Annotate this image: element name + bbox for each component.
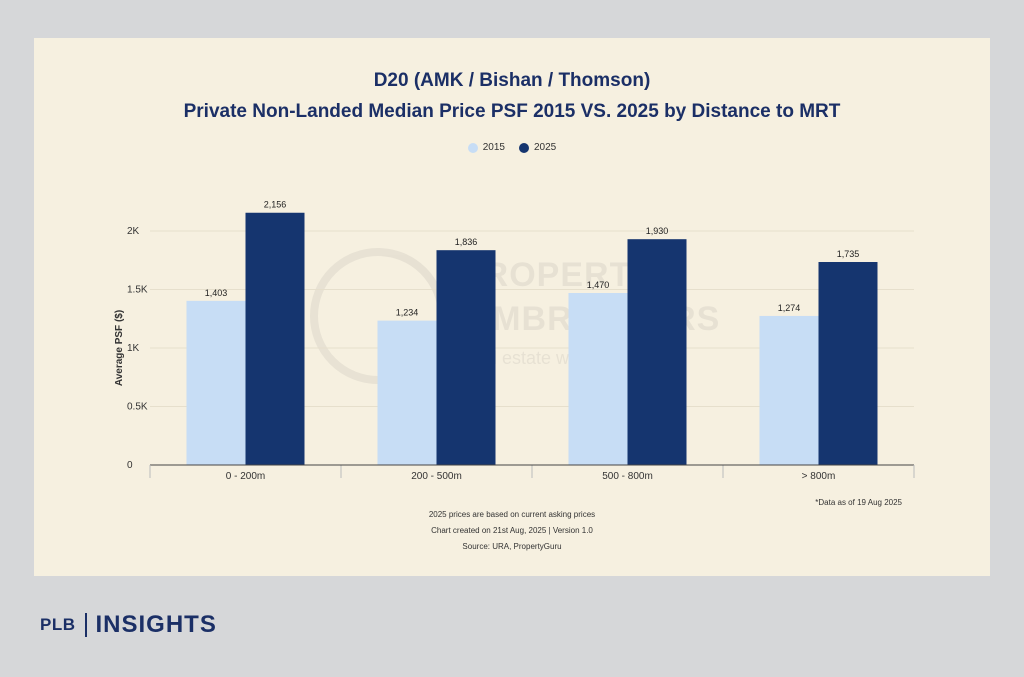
chart-card: D20 (AMK / Bishan / Thomson) Private Non… [34,38,990,576]
legend-label-2025: 2025 [534,142,557,153]
bar-2015 [568,293,628,465]
chart-title-line2: Private Non-Landed Median Price PSF 2015… [183,101,841,122]
x-tick-label: > 800m [802,471,836,482]
brand-separator [84,613,87,637]
bar-2025 [436,250,496,465]
bar-2025 [245,212,305,465]
x-tick-label: 500 - 800m [602,471,653,482]
brand-plb: PLB [40,615,76,634]
bar-value-label: 1,836 [455,237,478,247]
bar-value-label: 1,403 [205,288,228,298]
y-tick-label: 1.5K [127,285,148,296]
legend-swatch-2025 [519,142,529,153]
y-tick-label: 0 [127,460,133,471]
chart-legend: 2015 2025 [34,142,990,153]
bar-value-label: 2,156 [264,200,287,210]
footer-note-asking-prices: 2025 prices are based on current asking … [428,510,596,519]
plb-insights-logo: PLB INSIGHTS [40,611,217,639]
chart-title-line1: D20 (AMK / Bishan / Thomson) [373,70,651,91]
y-axis-label: Average PSF ($) [114,310,125,386]
footer-note-source: Source: URA, PropertyGuru [462,542,562,551]
footer-note-created: Chart created on 21st Aug, 2025 | Versio… [431,526,593,535]
legend-item-2025: 2025 [519,142,556,153]
bar-value-label: 1,470 [587,280,610,290]
bar-2015 [377,320,437,465]
bar-value-label: 1,274 [778,303,801,313]
bar-value-label: 1,234 [396,308,419,318]
brand-insights: INSIGHTS [95,611,217,638]
bar-2015 [759,315,819,465]
bar-2025 [627,239,687,465]
y-tick-label: 1K [127,343,140,354]
x-tick-label: 200 - 500m [411,471,462,482]
bar-chart: 0 0.5K 1K 1.5K 2K Average PSF ($) 1,403 2,156 0 … [114,200,915,482]
legend-swatch-2015 [467,142,478,153]
bar-value-label: 1,930 [646,226,669,236]
x-tick-label: 0 - 200m [226,471,265,482]
y-tick-label: 2K [127,226,140,237]
y-tick-label: 0.5K [127,402,148,413]
bar-2015 [186,300,246,465]
data-as-of-note: *Data as of 19 Aug 2025 [815,498,902,507]
legend-label-2015: 2015 [482,142,505,153]
legend-item-2015: 2015 [467,142,505,153]
bar-2025 [818,262,878,465]
bar-value-label: 1,735 [837,249,860,259]
